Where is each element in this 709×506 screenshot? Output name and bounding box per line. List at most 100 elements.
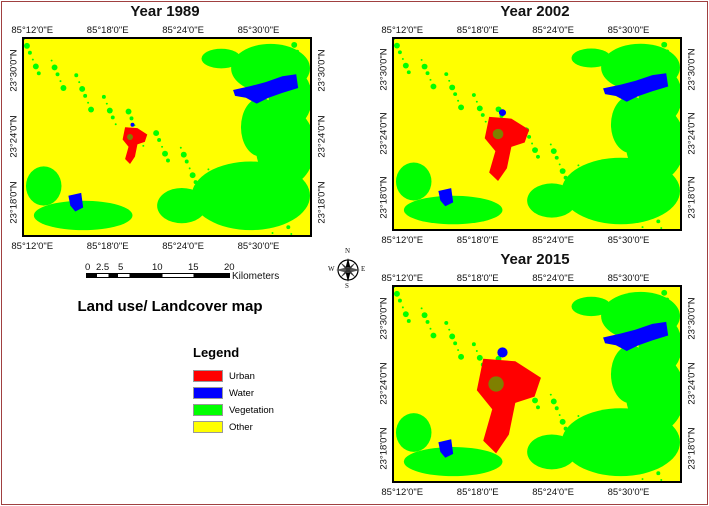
longitude-label: 85°18'0"E xyxy=(86,241,129,252)
vegetation-speck xyxy=(661,289,668,296)
vegetation-speck xyxy=(162,150,168,157)
vegetation-speck xyxy=(641,226,644,229)
vegetation-speck xyxy=(125,108,132,115)
water-reservoir xyxy=(603,321,669,352)
landcover-map-year-1989 xyxy=(22,37,312,237)
vegetation-speck xyxy=(637,218,642,223)
latitude-label: 23°18'0"N xyxy=(8,181,20,224)
main-map-title: Land use/ Landcover map xyxy=(77,298,263,315)
vegetation-speck xyxy=(161,145,164,148)
vegetation-speck xyxy=(425,319,430,324)
vegetation-speck xyxy=(449,84,456,91)
water-lake xyxy=(68,192,84,212)
vegetation-speck xyxy=(263,216,270,223)
vegetation-speck xyxy=(614,210,621,216)
vegetation-speck xyxy=(79,86,86,92)
vegetation-speck xyxy=(665,49,670,54)
vegetation-speck xyxy=(448,79,451,82)
latitude-label: 23°30'0"N xyxy=(378,297,390,340)
vegetation-speck xyxy=(212,181,217,186)
vegetation-speck xyxy=(421,312,428,319)
longitude-label: 85°24'0"E xyxy=(532,487,574,498)
vegetation-speck xyxy=(586,435,589,438)
latitude-label: 23°30'0"N xyxy=(686,48,698,91)
vegetation-speck xyxy=(258,203,263,208)
legend-item-urban: Urban xyxy=(193,369,255,383)
vegetation-patch xyxy=(561,157,680,225)
vegetation-speck xyxy=(457,99,460,102)
vegetation-speck xyxy=(24,39,25,40)
longitude-label: 85°24'0"E xyxy=(532,25,574,36)
vegetation-speck xyxy=(114,123,117,126)
vegetation-speck xyxy=(74,73,79,78)
compass-e: E xyxy=(361,265,366,273)
vegetation-speck xyxy=(609,448,614,453)
vegetation-speck xyxy=(550,398,557,405)
vegetation-speck xyxy=(397,298,402,303)
vegetation-speck xyxy=(430,332,437,339)
scale-tick-label: 10 xyxy=(152,262,163,273)
urban-area xyxy=(484,109,530,182)
longitude-label: 85°18'0"E xyxy=(456,487,499,498)
legend-swatch xyxy=(193,421,223,433)
scale-tick-label: 20 xyxy=(224,262,235,273)
vegetation-speck xyxy=(661,41,668,48)
latitude-label: 23°30'0"N xyxy=(378,48,390,91)
vegetation-speck xyxy=(660,479,663,481)
longitude-label: 85°30'0"E xyxy=(607,235,650,246)
scale-tick-label: 0 xyxy=(85,262,91,273)
vegetation-speck xyxy=(421,63,428,70)
vegetation-speck xyxy=(166,158,170,163)
compass-w: W xyxy=(328,265,335,273)
landcover-map-year-2002 xyxy=(392,37,682,231)
latitude-label: 23°24'0"N xyxy=(8,115,20,158)
vegetation-speck xyxy=(50,59,53,62)
vegetation-speck xyxy=(605,436,608,439)
scale-bar: 0 2.5 5 10 15 20 Kilometers xyxy=(85,262,285,282)
vegetation-speck xyxy=(105,102,108,105)
scale-tick-label: 2.5 xyxy=(96,262,110,273)
vegetation-speck xyxy=(36,71,41,76)
vegetation-speck xyxy=(271,232,274,235)
vegetation-speck xyxy=(208,173,215,180)
vegetation-speck xyxy=(457,349,460,352)
vegetation-speck xyxy=(51,64,58,71)
longitude-label: 85°30'0"E xyxy=(237,25,280,36)
vegetation-speck xyxy=(235,189,238,192)
vegetation-speck xyxy=(609,197,614,202)
vegetation-speck xyxy=(549,393,552,396)
vegetation-speck xyxy=(475,350,478,352)
vegetation-speck xyxy=(217,193,224,200)
vegetation-speck xyxy=(536,405,540,410)
vegetation-speck xyxy=(471,342,476,347)
vegetation-speck xyxy=(448,328,451,331)
legend-title: Legend xyxy=(193,345,240,360)
vegetation-speck xyxy=(606,441,612,448)
vegetation-speck xyxy=(101,94,106,99)
vegetation-speck xyxy=(78,81,81,84)
vegetation-speck xyxy=(628,449,633,454)
water-lake xyxy=(438,188,454,207)
vegetation-patch xyxy=(610,345,651,404)
vegetation-speck xyxy=(559,168,566,174)
vegetation-speck xyxy=(157,137,162,142)
scale-tick-label: 5 xyxy=(118,262,124,273)
vegetation-speck xyxy=(532,147,538,153)
vegetation-speck xyxy=(563,426,568,431)
vegetation-patch xyxy=(403,447,503,477)
legend-item-other: Other xyxy=(193,420,253,434)
map-title-2002: Year 2002 xyxy=(500,3,570,20)
vegetation-speck xyxy=(484,120,487,123)
vegetation-speck xyxy=(55,72,60,77)
vegetation-speck xyxy=(587,189,594,195)
vegetation-speck xyxy=(453,341,458,346)
vegetation-speck xyxy=(406,70,411,75)
legend-label: Water xyxy=(229,387,254,399)
vegetation-speck xyxy=(406,319,411,323)
legend-label: Vegetation xyxy=(229,404,274,416)
urban-area xyxy=(476,347,541,454)
vegetation-speck xyxy=(652,463,659,470)
vegetation-speck xyxy=(476,105,483,112)
vegetation-speck xyxy=(59,80,62,83)
latitude-label: 23°18'0"N xyxy=(378,176,390,219)
